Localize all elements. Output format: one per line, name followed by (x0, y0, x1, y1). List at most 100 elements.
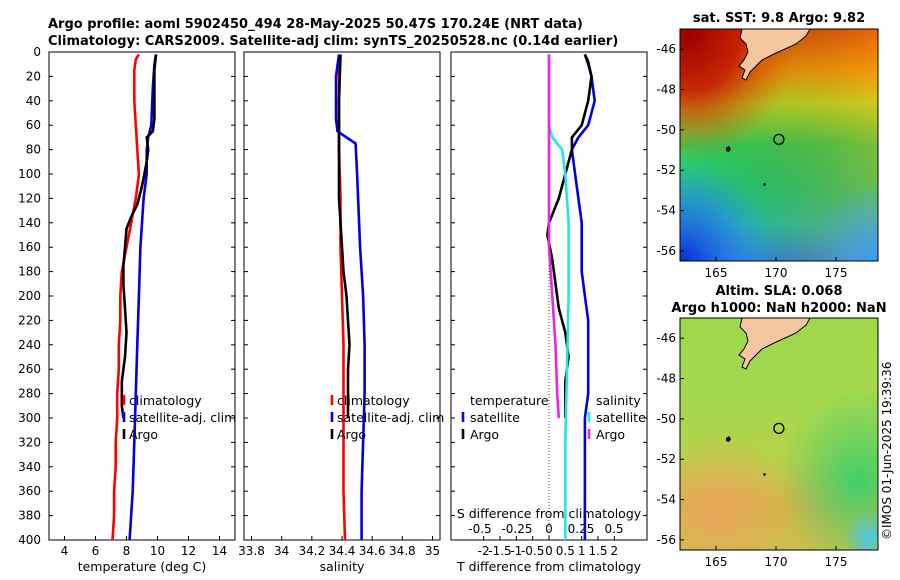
difference-x-axis: -2-1.5-1-0.5 0 0.5 1 1.5 2 (451, 51, 647, 558)
series-line-s-argo (547, 54, 561, 419)
legend-label: Argo (129, 427, 158, 442)
s-diff-tick-label: 0.5 (604, 522, 623, 536)
new-zealand-land (738, 318, 811, 370)
depth-tick-label: 160 (18, 240, 41, 254)
x-tick-label: -1 (510, 544, 522, 558)
sst-map-title: sat. SST: 9.8 Argo: 9.82 (693, 11, 865, 26)
salinity-x-axis: 33.8 34 34.2 34.4 34.6 34.8 35 (238, 51, 440, 558)
lon-tick-label: 165 (705, 555, 728, 569)
new-zealand-land (738, 29, 811, 81)
depth-tick-label: 320 (18, 435, 41, 449)
salinity-difference-xlabel: S difference from climatology (457, 506, 642, 521)
x-tick-label: 2 (611, 544, 619, 558)
x-tick-label: -0.5 (521, 544, 544, 558)
lon-tick-label: 170 (765, 555, 788, 569)
lat-tick-label: -54 (656, 493, 676, 507)
series-line-climatology (111, 53, 141, 540)
legend-label: Argo (470, 427, 499, 442)
depth-tick-label: 60 (26, 118, 41, 132)
profile-location-marker (773, 422, 785, 435)
x-tick-label: 12 (181, 544, 196, 558)
depth-tick-label: 360 (18, 484, 41, 498)
x-tick-label: 33.8 (238, 544, 265, 558)
profile-location-marker (773, 133, 785, 146)
x-tick-label: 4 (61, 544, 69, 558)
legend-label: Argo (337, 427, 366, 442)
depth-tick-label: 40 (26, 94, 41, 108)
difference-panel: -2-1.5-1-0.5 0 0.5 1 1.5 2 -0.5 -0.25 0 0.25 0.5 … (450, 51, 648, 574)
depth-tick-label: 100 (18, 167, 41, 181)
legend-label: Argo (596, 427, 625, 442)
lon-tick-label: 175 (825, 266, 848, 280)
difference-legend: temperature salinity satellite Argo satellit… (461, 393, 646, 442)
x-tick-label: 34.2 (298, 544, 325, 558)
island (726, 436, 731, 442)
lat-tick-label: -46 (656, 42, 676, 56)
lat-tick-label: -52 (656, 163, 676, 177)
depth-tick-label: 280 (18, 387, 41, 401)
lat-tick-label: -46 (656, 331, 676, 345)
timestamp-stamp: ©IMOS 01-Jun-2025 19:39:36 (880, 362, 894, 540)
lon-tick-label: 165 (705, 266, 728, 280)
sla-map-title-line1: Altim. SLA: 0.068 (716, 284, 843, 299)
legend-label: climatology (129, 393, 202, 408)
legend-title-salinity: salinity (596, 393, 641, 408)
lat-tick-label: -56 (656, 244, 676, 258)
depth-tick-label: 220 (18, 313, 41, 327)
lon-tick-label: 175 (825, 555, 848, 569)
depth-tick-label: 0 (33, 45, 41, 59)
s-diff-tick-label: 0.25 (568, 522, 595, 536)
series-line-satellite-adj-clim (128, 54, 158, 540)
x-tick-label: 34.4 (329, 544, 356, 558)
salinity-xlabel: salinity (320, 559, 365, 574)
series-line-satellite-adj-clim (334, 54, 366, 540)
legend-label: satellite-adj. clim (129, 410, 236, 425)
lat-tick-label: -56 (656, 533, 676, 547)
depth-tick-label: 180 (18, 265, 41, 279)
x-tick-label: 10 (150, 544, 165, 558)
figure-title-line2: Climatology: CARS2009. Satellite-adj cli… (48, 34, 618, 49)
legend-label: satellite (470, 410, 520, 425)
salinity-series (334, 54, 366, 540)
legend-title-temperature: temperature (470, 393, 549, 408)
temperature-axes-box (48, 51, 236, 541)
x-tick-label: 34.6 (359, 544, 386, 558)
sla-map-title-line2: Argo h1000: NaN h2000: NaN (671, 301, 886, 316)
temperature-series (111, 53, 158, 540)
legend-label: satellite-adj. clim (337, 410, 444, 425)
s-diff-tick-label: 0 (545, 522, 553, 536)
series-line-argo (120, 54, 158, 419)
figure-title-line1: Argo profile: aoml 5902450_494 28-May-20… (48, 17, 583, 32)
salinity-legend: climatology satellite-adj. clim Argo (330, 393, 444, 442)
depth-tick-label: 80 (26, 143, 41, 157)
legend-label: satellite (596, 410, 646, 425)
x-tick-label: 35 (425, 544, 440, 558)
lat-tick-label: -48 (656, 372, 676, 386)
depth-tick-label: 400 (18, 533, 41, 547)
depth-tick-label: 200 (18, 289, 41, 303)
x-tick-label: 8 (123, 544, 131, 558)
depth-axis: 0 20 40 60 80 100 120 140 160 180 200 220 240 260 280 3… (18, 45, 41, 547)
s-diff-tick-label: -0.25 (501, 522, 532, 536)
sla-map-axes: 165 170 175 -46 -48 -50 -52 -54 -56 (656, 331, 847, 569)
x-tick-label: 1 (578, 544, 586, 558)
depth-tick-label: 300 (18, 411, 41, 425)
depth-tick-label: 380 (18, 509, 41, 523)
depth-tick-label: 20 (26, 69, 41, 83)
sla-map: Altim. SLA: 0.068 Argo h1000: NaN h2000:… (656, 284, 886, 569)
temperature-panel: 0 20 40 60 80 100 120 140 160 180 200 220 240 260 280 3… (18, 45, 236, 574)
depth-tick-label: 240 (18, 338, 41, 352)
lon-tick-label: 170 (765, 266, 788, 280)
legend-label: climatology (337, 393, 410, 408)
x-tick-label: 1.5 (588, 544, 607, 558)
lat-tick-label: -48 (656, 83, 676, 97)
depth-tick-label: 340 (18, 460, 41, 474)
x-tick-label: 6 (92, 544, 100, 558)
lat-tick-label: -52 (656, 452, 676, 466)
x-tick-label: 34.8 (389, 544, 416, 558)
salinity-difference-axis: -0.5 -0.25 0 0.25 0.5 (468, 522, 623, 536)
salinity-panel: 33.8 34 34.2 34.4 34.6 34.8 35 climatology sate… (238, 51, 444, 574)
series-line-t-satellite (570, 53, 596, 540)
x-tick-label: -2 (478, 544, 490, 558)
temperature-x-axis: 4 6 8 10 12 14 (49, 51, 235, 558)
